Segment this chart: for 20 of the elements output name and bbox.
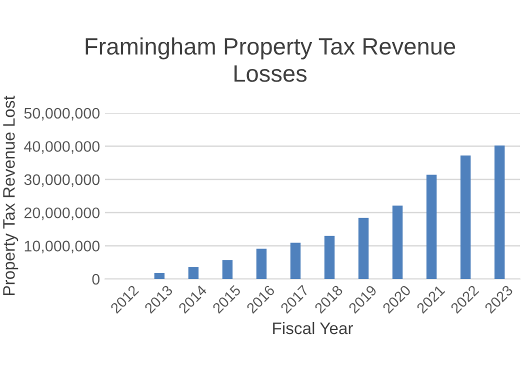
bar [392,206,403,279]
chart-title: Framingham Property Tax Revenue Losses [86,37,456,82]
y-tick-label: 10,000,000 [24,240,100,254]
x-axis-title: Fiscal Year [273,322,353,334]
y-tick-label: 0 [92,274,100,285]
y-axis-title: Property Tax Revenue Lost [3,96,18,295]
y-tick-label: 40,000,000 [24,141,100,154]
bar [154,273,165,279]
bar [358,218,369,279]
bar [426,174,437,279]
bar [460,155,471,279]
bar [222,260,233,279]
y-tick-label: 50,000,000 [24,108,100,120]
bar [494,146,505,279]
bar [324,236,335,279]
bar [256,248,267,279]
y-tick-label: 30,000,000 [24,174,100,187]
bar [188,267,199,279]
bar [290,242,301,279]
y-tick-label: 20,000,000 [24,207,100,220]
